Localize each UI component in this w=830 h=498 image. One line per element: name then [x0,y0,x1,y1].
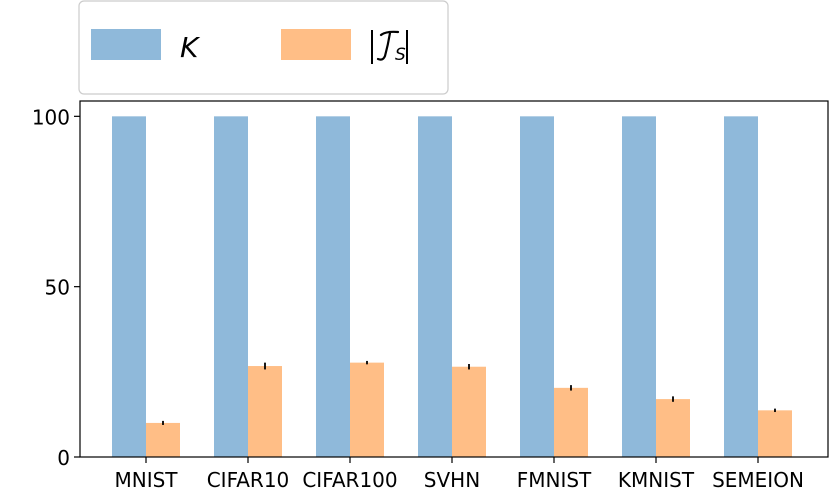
bar-s0-fmnist [520,116,554,458]
legend-swatch-ts [281,29,351,60]
bar-s1-cifar100 [350,362,384,457]
bar-s1-fmnist [554,387,588,457]
axes-frame [79,100,829,458]
legend-label-ts: S [371,30,408,65]
x-tick-label-svhn: SVHN [424,468,480,492]
x-tick-label-kmnist: KMNIST [618,468,695,492]
svg-text:S: S [395,45,406,65]
bar-s1-cifar10 [248,366,282,457]
legend: K S [78,0,449,95]
bar-s1-svhn [452,366,486,457]
y-tick-label-0: 0 [57,446,70,470]
x-tick-label-cifar100: CIFAR100 [302,468,397,492]
x-tick-label-semeion: SEMEION [712,468,804,492]
bar-s0-svhn [418,116,452,458]
bar-s0-cifar100 [316,116,350,458]
bar-s1-kmnist [656,399,690,457]
y-tick-label-50: 50 [45,276,70,300]
legend-frame [78,0,449,95]
bar-s0-semeion [724,116,758,458]
bar-s0-mnist [112,116,146,458]
y-tick-label-100: 100 [32,105,70,129]
bar-s0-cifar10 [214,116,248,458]
x-tick-label-cifar10: CIFAR10 [207,468,290,492]
bar-s0-kmnist [622,116,656,458]
legend-swatch-k [91,29,161,60]
x-tick-label-mnist: MNIST [114,468,178,492]
bar-s1-mnist [146,422,180,457]
legend-label-k: K [180,31,201,64]
plot-area: 0 50 100 MNIST CIFAR10 CIFAR100 SVHN FMNIST KMNI… [32,100,829,492]
bar-s1-semeion [758,410,792,457]
x-tick-label-fmnist: FMNIST [517,468,592,492]
